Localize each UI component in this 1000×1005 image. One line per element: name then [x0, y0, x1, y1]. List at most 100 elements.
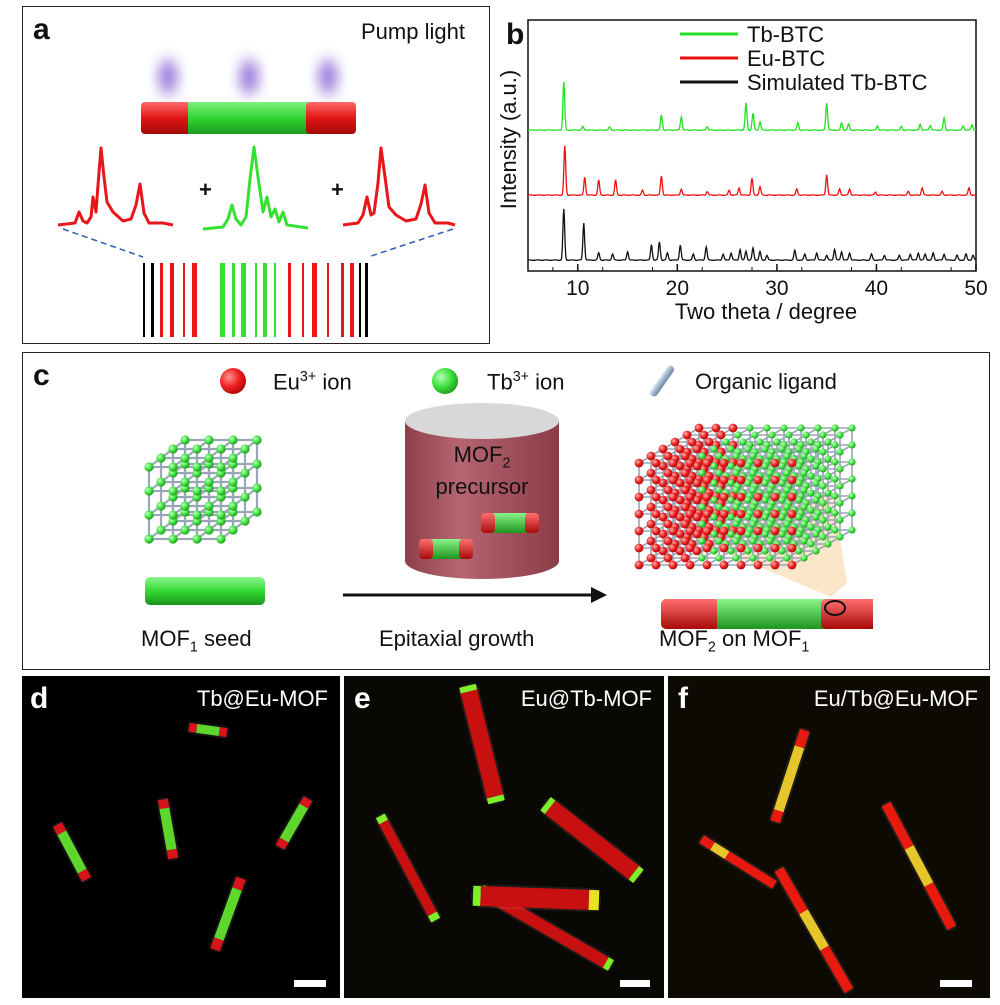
pump-glow-middle — [240, 59, 258, 95]
panel-e-title: Eu@Tb-MOF — [520, 686, 652, 711]
plus-sign-2: + — [331, 177, 344, 202]
series-line-tb-btc — [528, 82, 976, 131]
barcode-line-1 — [151, 263, 154, 337]
barcode-line-0 — [143, 263, 145, 337]
zoom-circle — [824, 600, 846, 616]
mof2-on-mof1-lattice — [634, 423, 873, 629]
x-tick-label-20: 20 — [666, 277, 689, 300]
pump-glow-left — [159, 59, 177, 95]
optical-barcode — [143, 263, 368, 337]
xrd-series — [528, 82, 977, 261]
x-tick-label-10: 10 — [566, 277, 589, 300]
scale-bar-d — [294, 980, 326, 987]
rod-e-4 — [470, 884, 602, 912]
barcode-line-3 — [170, 263, 174, 337]
panel-f-title: Eu/Tb@Eu-MOF — [813, 686, 978, 711]
organic-ligand-marker — [649, 365, 675, 397]
panel-f: f Eu/Tb@Eu-MOF — [668, 676, 990, 998]
series-line-simulated-tb-btc — [528, 208, 977, 261]
scale-bar-f — [940, 980, 972, 987]
mini-rod-2 — [419, 539, 473, 559]
panel-label-e: e — [354, 682, 371, 715]
spectrum-red-left — [57, 146, 174, 227]
mof1-seed-rod — [145, 577, 265, 605]
panel-label-f: f — [678, 682, 688, 715]
panel-c: c Eu3+ ion Tb3+ ion Organic ligand MOF1 … — [22, 352, 990, 670]
panel-label-d: d — [30, 682, 49, 715]
xrd-axes: 10 20 30 40 50 Two theta / degree Intensity (a… — [496, 19, 988, 324]
barcode-line-10 — [263, 263, 267, 337]
seed-nodes — [144, 435, 262, 544]
panel-a: a Pump light + + — [22, 6, 490, 344]
panel-b: b 10 20 30 40 50 Two theta / degree Intensity … — [492, 6, 998, 351]
organic-ligand-label: Organic ligand — [695, 369, 837, 394]
epitaxial-growth-arrow — [343, 587, 607, 603]
mof2-precursor-beaker — [405, 403, 559, 579]
rod-d-0 — [186, 721, 230, 739]
mof2-on-mof1-caption: MOF2 on MOF1 — [659, 626, 810, 656]
epitaxial-growth-caption: Epitaxial growth — [379, 626, 535, 651]
rod-d-4 — [209, 875, 247, 953]
barcode-line-18 — [359, 263, 361, 337]
panel-label-c: c — [33, 359, 50, 392]
pump-light-label: Pump light — [361, 19, 465, 44]
heterostructure-rod — [141, 102, 356, 134]
dashed-line-right — [367, 228, 454, 258]
barcode-line-12 — [288, 263, 291, 337]
rod-e-1 — [540, 796, 644, 884]
barcode-line-16 — [341, 263, 344, 337]
spectrum-green — [202, 145, 309, 231]
barcode-line-6 — [220, 263, 225, 337]
result-nodes — [634, 423, 856, 570]
barcode-line-19 — [365, 263, 368, 337]
xrd-chart: 10 20 30 40 50 Two theta / degree Intensity (a… — [496, 19, 988, 324]
panel-a-graphic: + + — [57, 59, 456, 337]
x-tick-label-30: 30 — [765, 277, 788, 300]
micrograph-f — [698, 727, 958, 995]
mini-rod-1 — [481, 513, 539, 533]
barcode-line-8 — [241, 263, 246, 337]
plus-sign-1: + — [199, 177, 212, 202]
rod-f-0 — [769, 727, 811, 825]
precursor-label: MOF2 precursor — [435, 442, 529, 500]
barcode-line-14 — [312, 263, 317, 337]
barcode-line-4 — [183, 263, 185, 337]
eu-ion-marker — [220, 368, 246, 394]
legend-label-2: Simulated Tb-BTC — [747, 70, 928, 95]
mof1-seed-caption: MOF1 seed — [141, 626, 252, 656]
panel-label-a: a — [33, 13, 50, 46]
mof2-on-mof1-rod — [661, 599, 873, 629]
barcode-line-13 — [302, 263, 304, 337]
rod-f-1 — [880, 800, 958, 932]
spectrum-red-right — [342, 146, 456, 227]
scale-bar-e — [620, 980, 650, 987]
rod-e-2 — [374, 812, 442, 924]
panel-d-title: Tb@Eu-MOF — [196, 686, 328, 711]
x-tick-label-40: 40 — [865, 277, 888, 300]
tb-ion-marker — [432, 368, 458, 394]
legend-label-1: Eu-BTC — [747, 46, 825, 71]
panel-e: e Eu@Tb-MOF — [344, 676, 664, 998]
panel-d: d Tb@Eu-MOF — [22, 676, 340, 998]
panel-label-b: b — [506, 18, 525, 51]
legend-label-0: Tb-BTC — [747, 22, 824, 47]
barcode-line-2 — [160, 263, 163, 337]
micrograph-d — [52, 721, 314, 953]
rod-d-2 — [52, 821, 92, 883]
barcode-line-17 — [350, 263, 354, 337]
rod-f-2 — [698, 834, 778, 890]
series-line-eu-btc — [528, 145, 976, 196]
barcode-line-15 — [327, 263, 329, 337]
mof1-seed-lattice — [144, 435, 262, 544]
pump-glow-right — [319, 59, 337, 95]
barcode-line-11 — [274, 263, 276, 337]
rod-f-3 — [773, 865, 855, 995]
tb-ion-label: Tb3+ ion — [487, 369, 565, 395]
rod-d-1 — [156, 797, 180, 861]
x-tick-label-50: 50 — [964, 277, 987, 300]
barcode-line-5 — [192, 263, 197, 337]
barcode-line-9 — [255, 263, 257, 337]
dashed-line-left — [62, 228, 144, 258]
eu-ion-label: Eu3+ ion — [273, 369, 352, 395]
